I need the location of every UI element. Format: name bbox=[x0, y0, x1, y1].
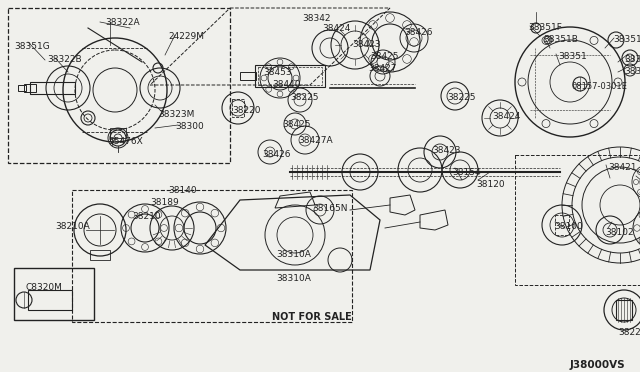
Text: 38351C: 38351C bbox=[613, 35, 640, 44]
Text: 38351B: 38351B bbox=[543, 35, 578, 44]
Text: 38300: 38300 bbox=[175, 122, 204, 131]
Text: 38140: 38140 bbox=[168, 186, 196, 195]
Text: 38220: 38220 bbox=[618, 328, 640, 337]
Text: 38100: 38100 bbox=[554, 222, 583, 231]
Text: 38453: 38453 bbox=[263, 68, 292, 77]
Text: 38322B: 38322B bbox=[47, 55, 82, 64]
Text: 38210A: 38210A bbox=[55, 222, 90, 231]
Text: 38427: 38427 bbox=[368, 64, 397, 73]
Text: 38425: 38425 bbox=[282, 120, 310, 129]
Bar bbox=[258, 67, 322, 85]
Text: 08157-0301E: 08157-0301E bbox=[572, 82, 628, 91]
Text: 38323M: 38323M bbox=[158, 110, 195, 119]
Text: C8320M: C8320M bbox=[26, 283, 63, 292]
Text: 38225: 38225 bbox=[447, 93, 476, 102]
Text: 38427A: 38427A bbox=[298, 136, 333, 145]
Bar bbox=[240, 72, 256, 80]
Text: 38351F: 38351F bbox=[528, 23, 562, 32]
Text: 55476X: 55476X bbox=[108, 137, 143, 146]
Bar bbox=[90, 250, 110, 260]
Text: J38000VS: J38000VS bbox=[570, 360, 626, 370]
Text: 38423: 38423 bbox=[352, 40, 381, 49]
Text: 38210: 38210 bbox=[132, 212, 161, 221]
Text: 38322A: 38322A bbox=[105, 18, 140, 27]
Text: 38165N: 38165N bbox=[312, 204, 348, 213]
Bar bbox=[24, 84, 36, 92]
Bar bbox=[8, 8, 230, 163]
Text: 38342: 38342 bbox=[302, 14, 330, 23]
Text: 38351E: 38351E bbox=[624, 55, 640, 64]
Text: 38421: 38421 bbox=[608, 163, 637, 172]
Text: 38120: 38120 bbox=[476, 180, 504, 189]
Text: 38310A: 38310A bbox=[276, 250, 311, 259]
Text: 38154: 38154 bbox=[452, 168, 481, 177]
Text: 38351: 38351 bbox=[558, 52, 587, 61]
Text: 38102: 38102 bbox=[605, 228, 634, 237]
Text: 38440: 38440 bbox=[272, 80, 301, 89]
Bar bbox=[555, 215, 569, 235]
Bar bbox=[616, 300, 632, 320]
Text: 38351G: 38351G bbox=[14, 42, 50, 51]
Text: 38424: 38424 bbox=[322, 24, 350, 33]
Bar bbox=[30, 82, 75, 94]
Text: NOT FOR SALE: NOT FOR SALE bbox=[272, 312, 352, 322]
Text: 38425: 38425 bbox=[370, 52, 399, 61]
Text: 24229M: 24229M bbox=[168, 32, 204, 41]
Text: 38440: 38440 bbox=[638, 175, 640, 184]
Text: 38351B: 38351B bbox=[624, 67, 640, 76]
Text: 38220: 38220 bbox=[232, 106, 260, 115]
Text: 38310A: 38310A bbox=[276, 274, 311, 283]
Bar bbox=[232, 99, 244, 117]
Text: 38453: 38453 bbox=[638, 186, 640, 195]
Bar bbox=[255, 65, 325, 87]
Text: 38426: 38426 bbox=[404, 28, 433, 37]
Text: 38423: 38423 bbox=[432, 146, 461, 155]
Bar bbox=[72, 190, 352, 322]
Bar bbox=[14, 268, 94, 320]
Text: 38225: 38225 bbox=[290, 93, 319, 102]
Text: 38424: 38424 bbox=[492, 112, 520, 121]
Text: 38189: 38189 bbox=[150, 198, 179, 207]
Bar bbox=[18, 85, 26, 91]
Bar bbox=[110, 128, 126, 138]
Bar bbox=[28, 290, 72, 310]
Text: 38426: 38426 bbox=[262, 150, 291, 159]
